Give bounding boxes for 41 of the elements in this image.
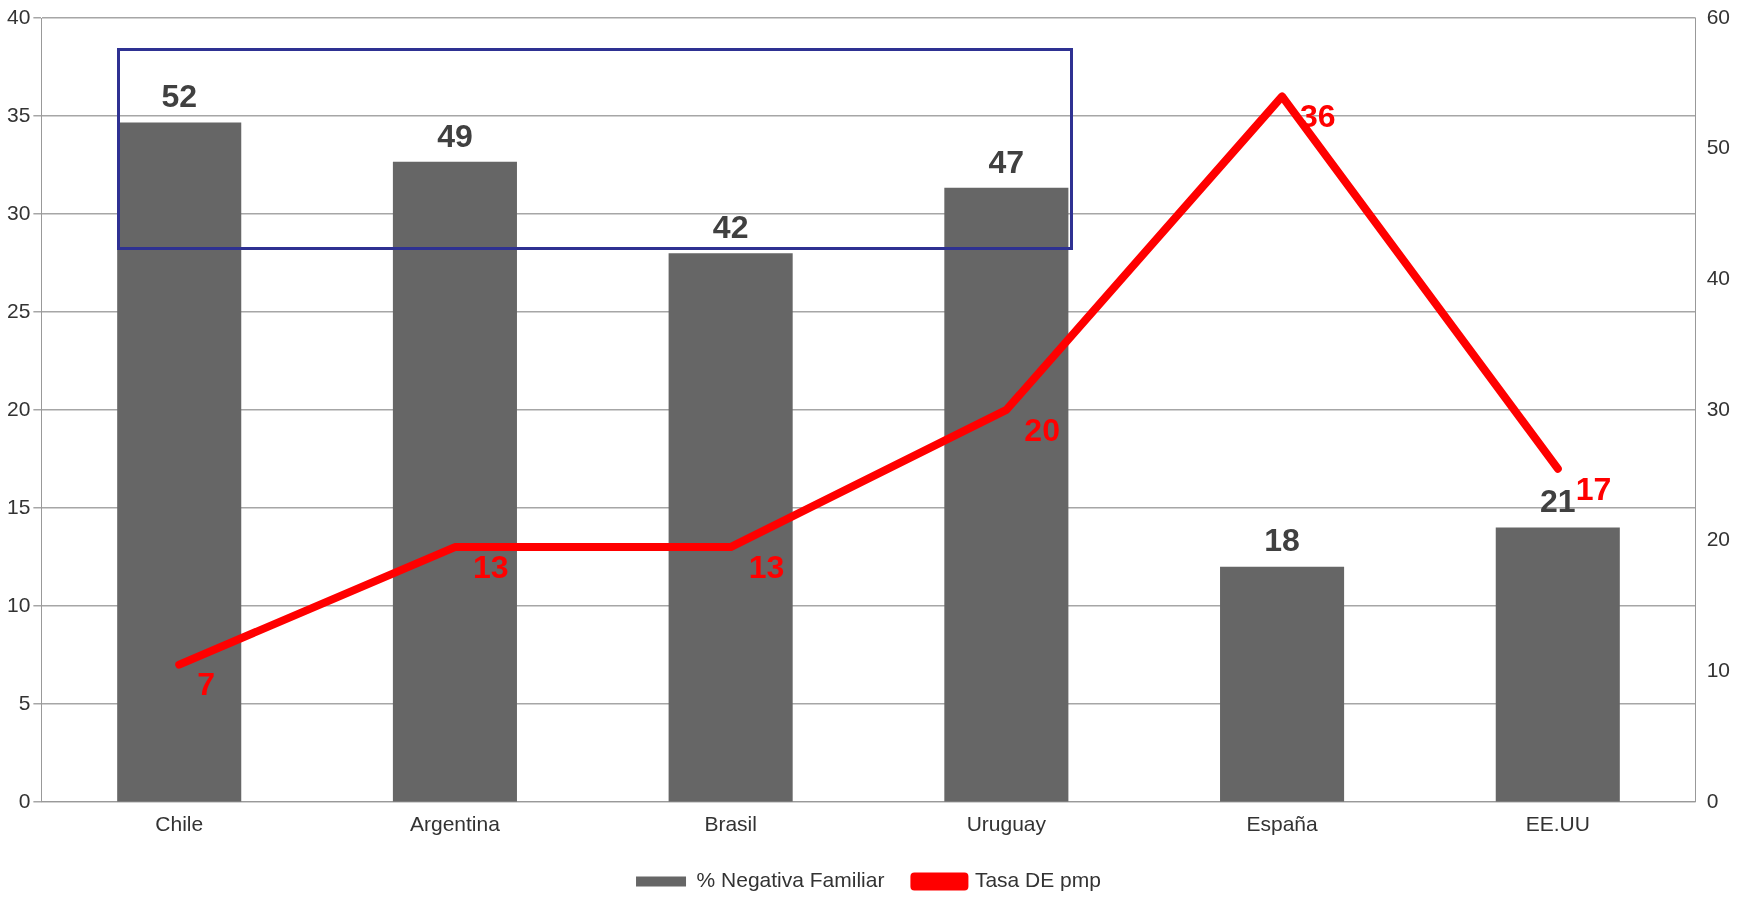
y2-tick-label: 50 <box>1706 135 1730 159</box>
data-label: 20 <box>1024 411 1060 448</box>
y2-tick-label: 10 <box>1706 657 1730 681</box>
data-label: 47 <box>988 143 1025 180</box>
data-label: 52 <box>161 78 198 115</box>
bar <box>1495 527 1620 802</box>
x-tick-label: Argentina <box>409 812 501 836</box>
x-tick-label: EE.UU <box>1525 812 1590 836</box>
data-label: 21 <box>1539 483 1576 520</box>
bar <box>668 253 793 802</box>
data-label: 18 <box>1264 522 1300 559</box>
y-tick-label: 10 <box>7 592 31 616</box>
bar <box>117 122 242 802</box>
y2-tick-label: 40 <box>1706 266 1730 290</box>
bar <box>944 187 1069 802</box>
y-tick-label: 0 <box>18 788 31 812</box>
y-tick-label: 35 <box>7 102 31 126</box>
y-tick-label: 30 <box>7 200 31 224</box>
x-tick-label: Uruguay <box>966 812 1047 836</box>
y-tick-label: 15 <box>7 494 31 518</box>
legend-label: % Negativa Familiar <box>696 868 885 892</box>
y-tick-label: 20 <box>7 396 31 420</box>
y-tick-label: 25 <box>7 298 31 322</box>
data-label: 42 <box>712 208 749 245</box>
data-label: 17 <box>1575 470 1612 507</box>
data-label: 7 <box>197 666 216 703</box>
legend-label: Tasa DE pmp <box>974 868 1101 892</box>
y2-tick-label: 0 <box>1706 788 1719 812</box>
bar <box>392 161 517 802</box>
x-tick-label: Chile <box>155 812 204 836</box>
data-label: 13 <box>472 548 509 585</box>
x-tick-label: España <box>1246 812 1318 836</box>
y-tick-label: 40 <box>7 4 31 28</box>
y2-tick-label: 20 <box>1706 527 1730 551</box>
y2-tick-label: 30 <box>1706 396 1730 420</box>
data-label: 13 <box>748 548 785 585</box>
data-label: 49 <box>437 117 473 154</box>
y2-tick-label: 60 <box>1706 4 1730 28</box>
x-tick-label: Brasil <box>704 812 757 836</box>
bar <box>1220 566 1345 802</box>
y-tick-label: 5 <box>18 690 31 714</box>
